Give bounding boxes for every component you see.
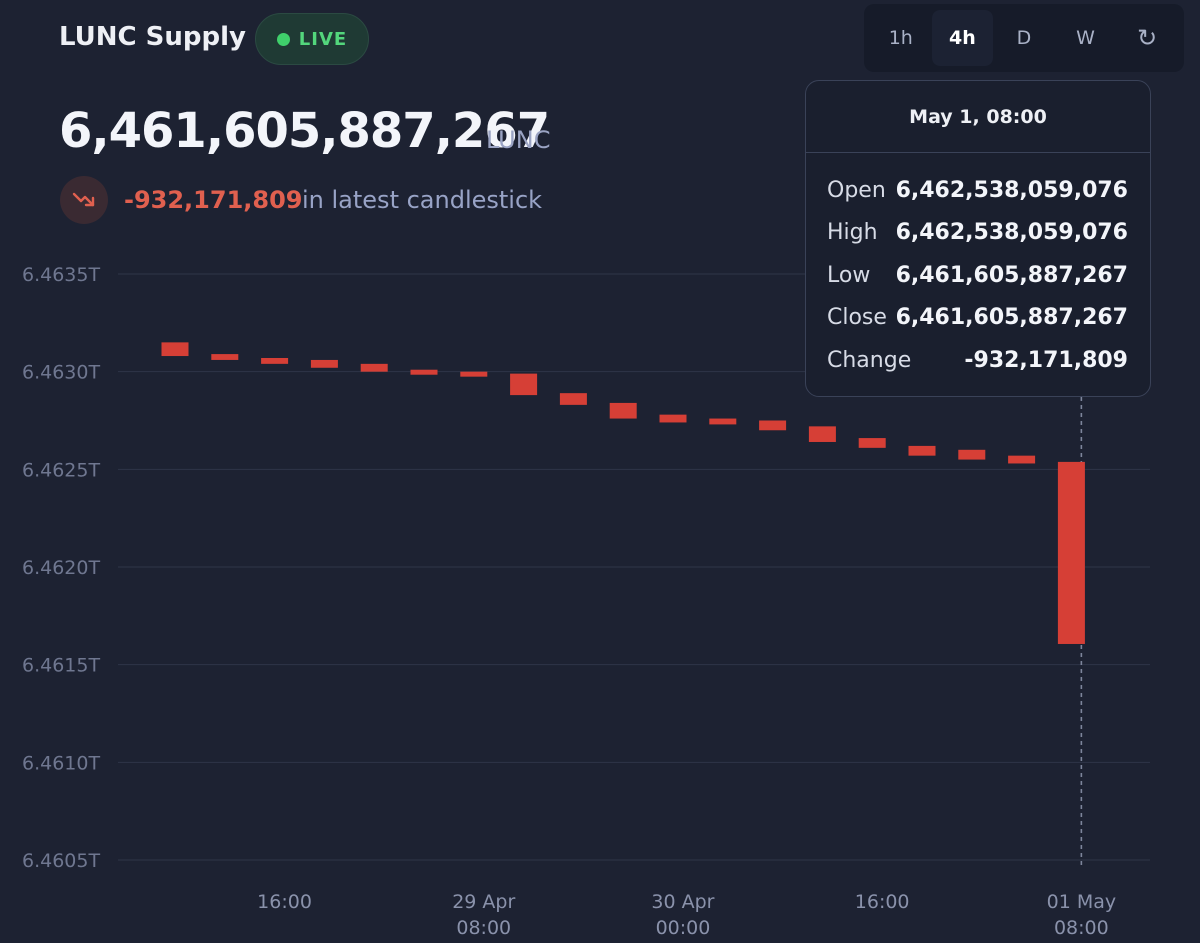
latest-change-value: -932,171,809 [124, 186, 303, 214]
y-tick-label: 6.4620T [22, 557, 100, 579]
candle [1057, 461, 1085, 644]
x-tick-label: 08:00 [1054, 917, 1109, 939]
candle [510, 373, 538, 396]
candle [709, 418, 737, 425]
candle [310, 359, 338, 368]
candle [858, 438, 886, 448]
timeframe-d-button[interactable]: D [1016, 27, 1032, 49]
tooltip-value: 6,461,605,887,267 [895, 305, 1128, 331]
timeframe-selector: 1h 4h D W ↻ [864, 4, 1184, 72]
candle [609, 402, 637, 419]
tooltip-value: 6,461,605,887,267 [895, 262, 1128, 288]
y-tick-label: 6.4605T [22, 850, 100, 872]
candle [659, 414, 687, 423]
tooltip-row-close: Close 6,461,605,887,267 [806, 297, 1150, 340]
refresh-icon[interactable]: ↻ [1137, 24, 1158, 52]
live-dot-icon [276, 32, 290, 46]
candle [1008, 455, 1036, 464]
y-tick-label: 6.4635T [22, 264, 100, 286]
tooltip-row-change: Change -932,171,809 [806, 339, 1150, 382]
live-label: LIVE [298, 28, 348, 50]
candle [759, 420, 787, 431]
timeframe-4h-button[interactable]: 4h [931, 10, 994, 66]
supply-unit: LUNC [486, 126, 551, 154]
x-tick-label: 29 Apr [452, 891, 515, 913]
page-title: LUNC Supply [59, 22, 246, 52]
x-tick-label: 30 Apr [651, 891, 714, 913]
x-tick-label: 08:00 [456, 917, 511, 939]
latest-change-suffix: in latest candlestick [302, 186, 543, 214]
y-tick-label: 6.4630T [22, 362, 100, 384]
live-badge: LIVE [255, 13, 369, 65]
tooltip-row-low: Low 6,461,605,887,267 [806, 254, 1150, 297]
y-tick-label: 6.4625T [22, 459, 100, 481]
candle [161, 342, 189, 357]
candle [559, 393, 587, 405]
timeframe-1h-button[interactable]: 1h [888, 27, 913, 49]
tooltip-date: May 1, 08:00 [806, 81, 1150, 153]
candle [808, 426, 836, 442]
tooltip-label: Low [827, 262, 871, 288]
x-tick-label: 00:00 [656, 917, 711, 939]
tooltip-label: Open [827, 177, 886, 203]
candle [360, 363, 388, 372]
tooltip-value: -932,171,809 [964, 347, 1128, 373]
tooltip-row-open: Open 6,462,538,059,076 [806, 169, 1150, 212]
timeframe-w-button[interactable]: W [1076, 27, 1095, 49]
trend-down-icon [60, 176, 108, 224]
supply-value: 6,461,605,887,267 [59, 103, 550, 159]
x-tick-label: 16:00 [855, 891, 910, 913]
candle [460, 371, 488, 377]
candle [908, 445, 936, 456]
x-tick-label: 16:00 [257, 891, 312, 913]
tooltip-label: Close [827, 305, 887, 331]
candle [211, 354, 239, 360]
candle [958, 449, 986, 460]
tooltip-row-high: High 6,462,538,059,076 [806, 212, 1150, 255]
tooltip-value: 6,462,538,059,076 [895, 177, 1128, 203]
ohlc-tooltip: May 1, 08:00 Open 6,462,538,059,076 High… [805, 80, 1151, 397]
tooltip-value: 6,462,538,059,076 [895, 220, 1128, 246]
y-tick-label: 6.4610T [22, 752, 100, 774]
candle [261, 357, 289, 364]
y-tick-label: 6.4615T [22, 655, 100, 677]
tooltip-label: Change [827, 347, 912, 373]
candle [410, 369, 438, 375]
tooltip-label: High [827, 220, 878, 246]
x-tick-label: 01 May [1047, 891, 1117, 913]
